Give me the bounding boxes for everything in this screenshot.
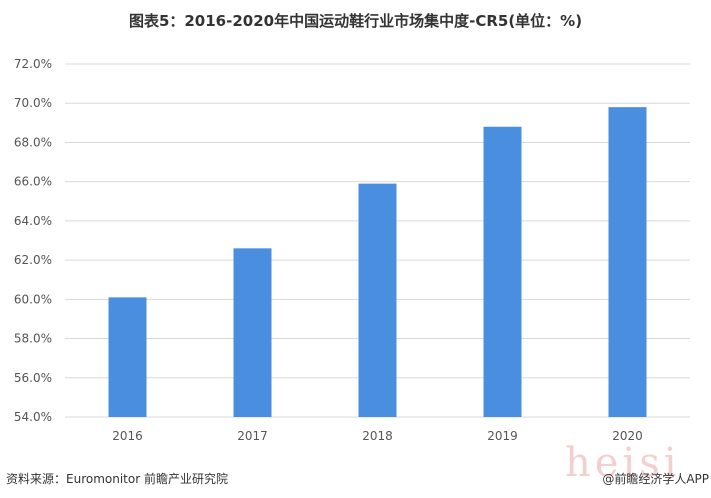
credit-note: @前瞻经济学人APP <box>602 472 709 486</box>
chart-title: 图表5：2016-2020年中国运动鞋行业市场集中度-CR5(单位：%) <box>128 12 583 30</box>
bar-2017 <box>233 248 272 417</box>
y-tick-label: 58.0% <box>14 332 52 346</box>
x-tick-label: 2017 <box>237 429 268 443</box>
x-tick-label: 2018 <box>362 429 393 443</box>
x-tick-label: 2016 <box>112 429 143 443</box>
y-tick-label: 70.0% <box>14 96 52 110</box>
bar-2019 <box>483 126 522 417</box>
y-tick-label: 66.0% <box>14 175 52 189</box>
x-tick-label: 2019 <box>487 429 518 443</box>
y-tick-label: 60.0% <box>14 292 52 306</box>
y-tick-label: 72.0% <box>14 57 52 71</box>
watermark: heisi <box>565 440 681 486</box>
y-tick-label: 54.0% <box>14 410 52 424</box>
x-tick-label: 2020 <box>612 429 643 443</box>
y-tick-label: 56.0% <box>14 371 52 385</box>
source-note: 资料来源：Euromonitor 前瞻产业研究院 <box>6 472 228 486</box>
y-tick-label: 62.0% <box>14 253 52 267</box>
y-tick-label: 68.0% <box>14 135 52 149</box>
y-tick-label: 64.0% <box>14 214 52 228</box>
bar-2018 <box>358 183 397 417</box>
bar-2020 <box>608 107 647 418</box>
bar-2016 <box>108 297 147 417</box>
